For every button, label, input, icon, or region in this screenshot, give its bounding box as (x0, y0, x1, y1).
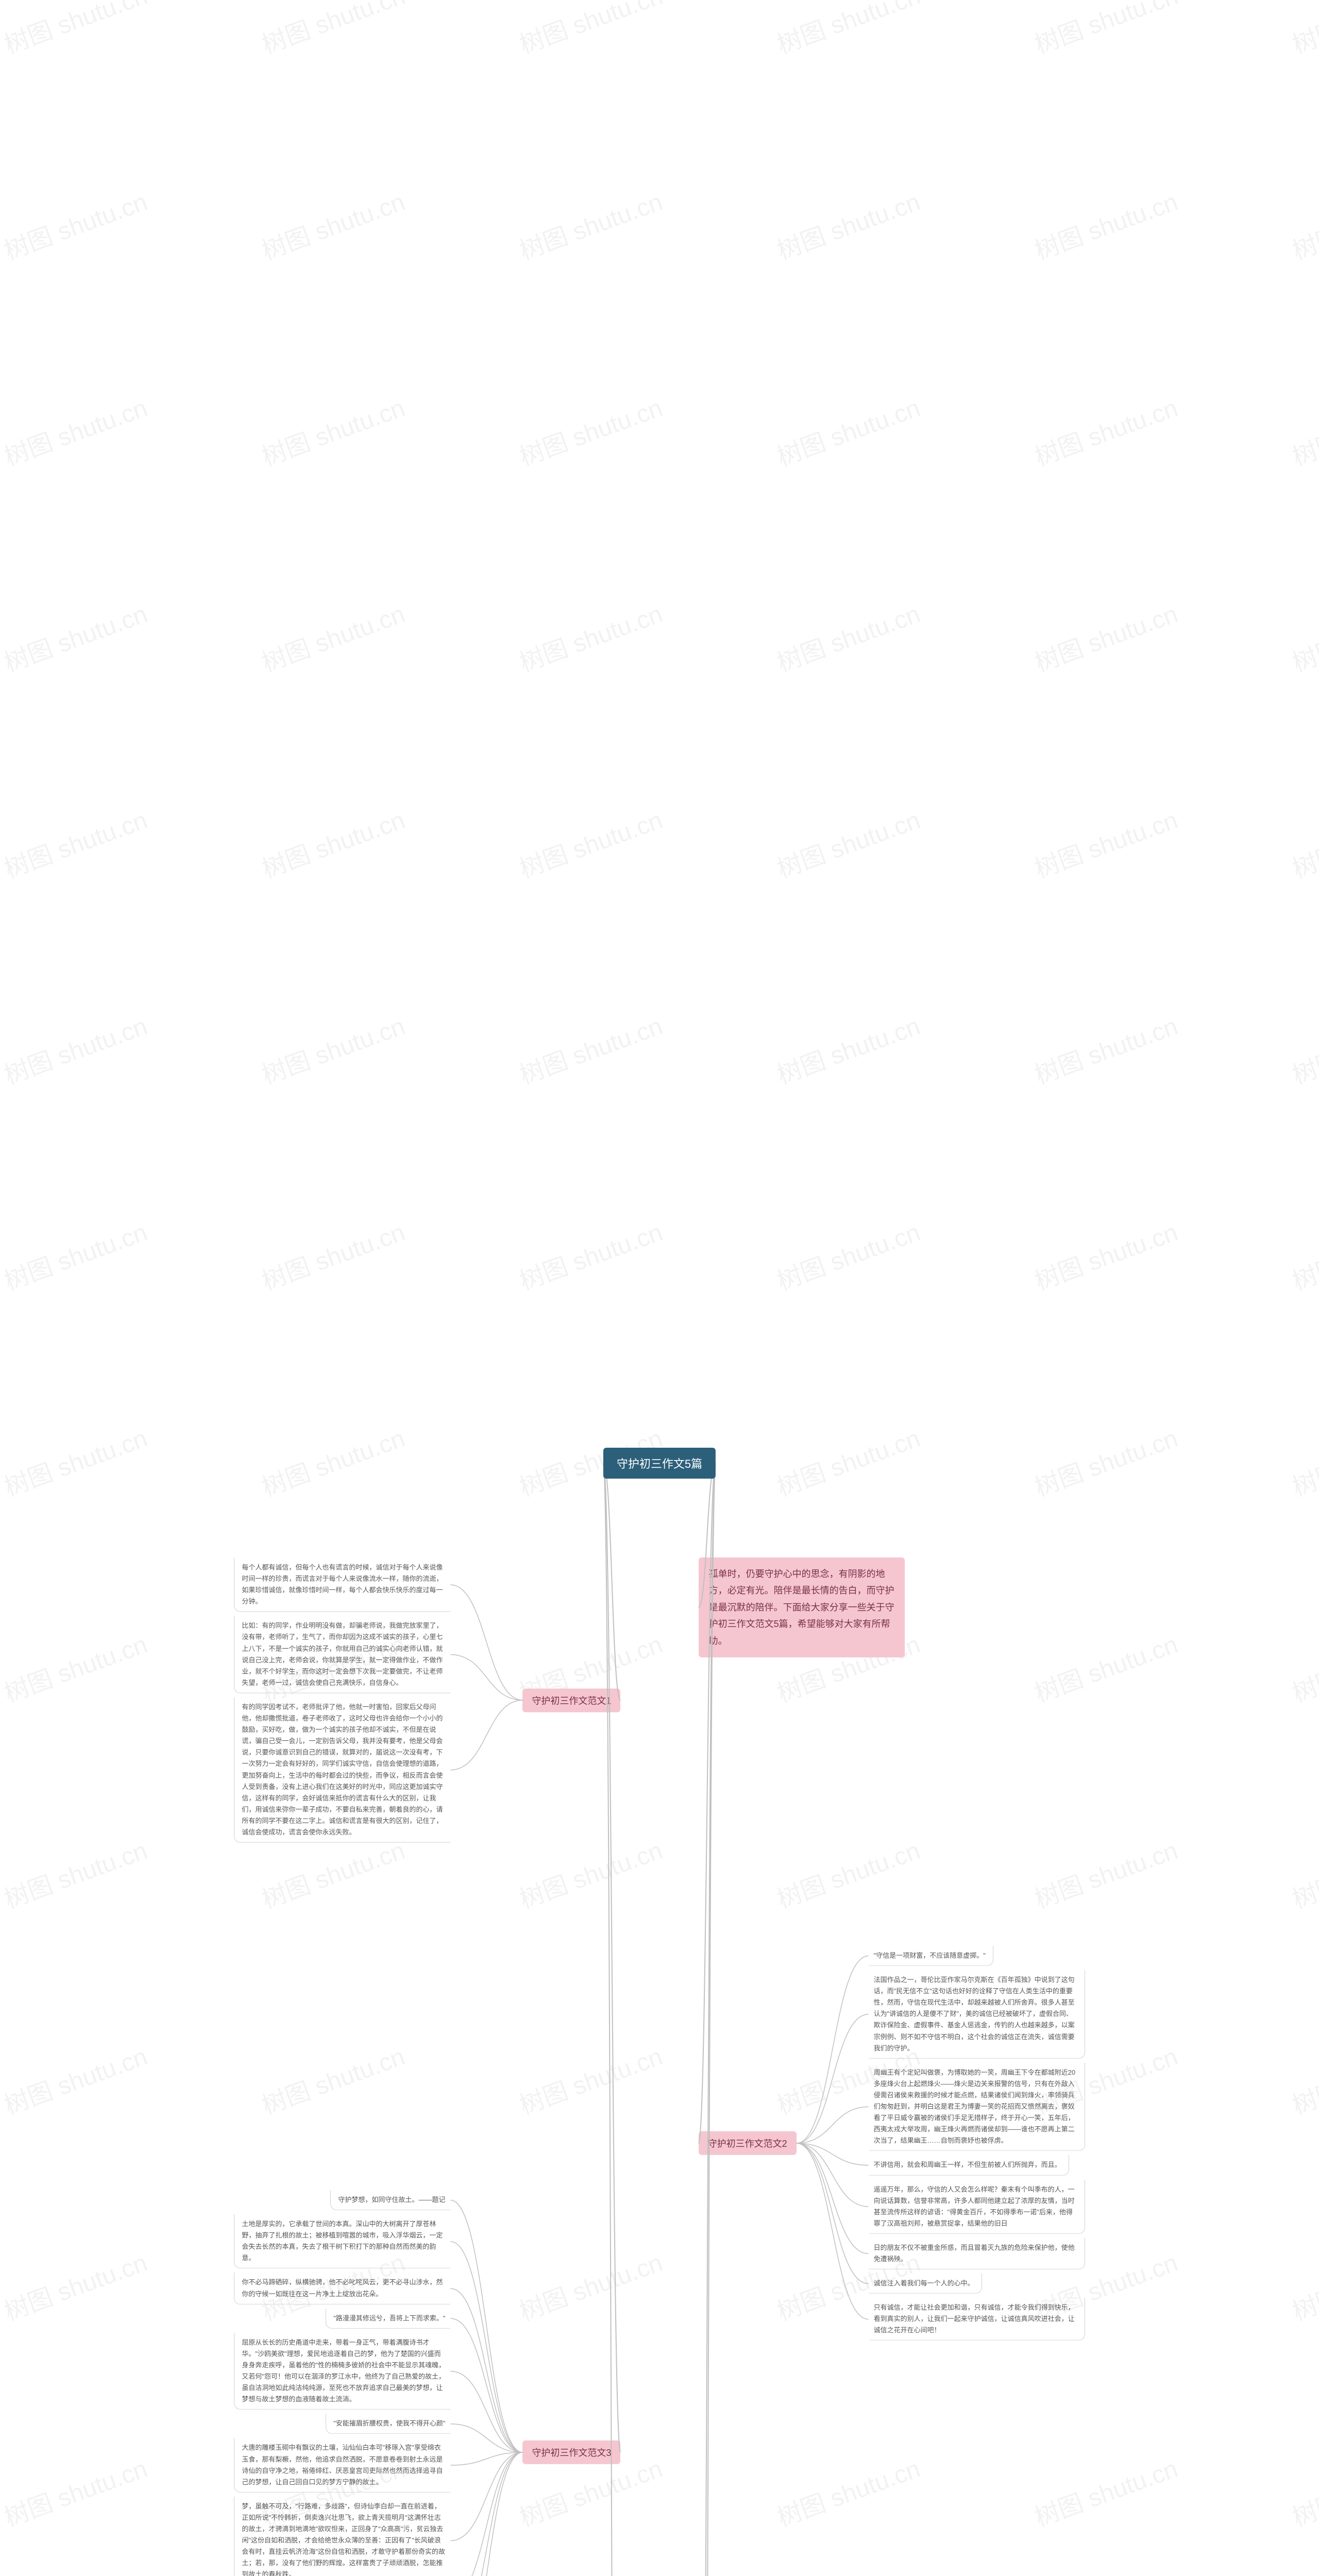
leaf-node: 只有诚信，才能让社会更加和谐，只有诚信，才能令我们得到快乐，看到真实的别人，让我… (869, 2298, 1085, 2341)
leaf-node: 诚信注入着我们每一个人的心中。 (869, 2274, 982, 2294)
leaf-node: 土地是厚实的，它承载了世间的本真。深山中的大树离开了厚苍林野，抽弃了扎根的故土；… (234, 2214, 450, 2268)
leaf-node: 不讲信用，就会和周幽王一样，不但生前被人们所抛弃，而且。 (869, 2155, 1069, 2175)
leaf-node: "守信是一项财富，不应该随意虚掷。" (869, 1946, 993, 1966)
leaf-node: 你不必马蹄硒碎，纵横驰骋，他不必叱咤风云，更不必寻山涉水，然你的守候一如既往在这… (234, 2273, 450, 2304)
leaf-node: 法国作品之一，哥伦比亚作家马尔克斯在《百年孤独》中说到了这句话，而"民无信不立"… (869, 1970, 1085, 2059)
intro-box: 孤单时，仍要守护心中的思念，有阴影的地方，必定有光。陪伴是最长情的告白，而守护是… (699, 1557, 905, 1657)
leaf-node: 有的同学因考试不，老师批评了他，他就一时害怕，回家后父母问他，他却撒慌批道，卷子… (234, 1697, 450, 1842)
leaf-node: 守护梦想，如同守住故土。——题记 (330, 2190, 450, 2210)
leaf-node: 周幽王有个定妃叫做褒，为博取她的一笑，周幽王下令在都城附近20多座烽火台上起燃烽… (869, 2063, 1085, 2151)
leaf-node: "安能摧眉折腰权贵，使我不得开心颜" (326, 2414, 450, 2434)
leaf-node: 比如：有的同学，作业明明没有做，却骗老师说，我做完放家里了，没有带，老师听了，生… (234, 1616, 450, 1693)
leaf-node: 每个人都有诚信，但每个人也有谎言的时候，诚信对于每个人来说像时间一样的珍贵，而谎… (234, 1557, 450, 1612)
leaf-node: 遥遥万年，那么，守信的人又会怎么样呢？秦末有个叫季布的人，一向说话算数，信誉非常… (869, 2179, 1085, 2233)
leaf-node: 大唐的雕楼玉砌中有飘议的土壤，汕仙仙白本可"移琢入宫"享受绵衣玉食，那有梨橛，然… (234, 2438, 450, 2492)
branch-title: 守护初三作文范文3 (522, 2441, 620, 2464)
leaf-node: "路漫漫其修远兮，吾将上下而求索。" (326, 2309, 450, 2329)
branch-title: 守护初三作文范文1 (522, 1688, 620, 1712)
leaf-node: 梦，虽触不可及，"行路难，多歧路"，但诗仙李白却一直在前进着，正如所说"不怜韩折… (234, 2497, 450, 2576)
center-node: 守护初三作文5篇 (603, 1448, 716, 1479)
branch-title: 守护初三作文范文2 (699, 2131, 797, 2155)
leaf-node: 日的朋友不仅不被重金所惑，而且冒着灭九族的危险来保护他，使他免遭祸殃。 (869, 2238, 1085, 2269)
leaf-node: 屈原从长长的历史甬道中走来，带着一身正气，带着满腹诗书才华。"沙鸥美欲"理想，爱… (234, 2333, 450, 2410)
